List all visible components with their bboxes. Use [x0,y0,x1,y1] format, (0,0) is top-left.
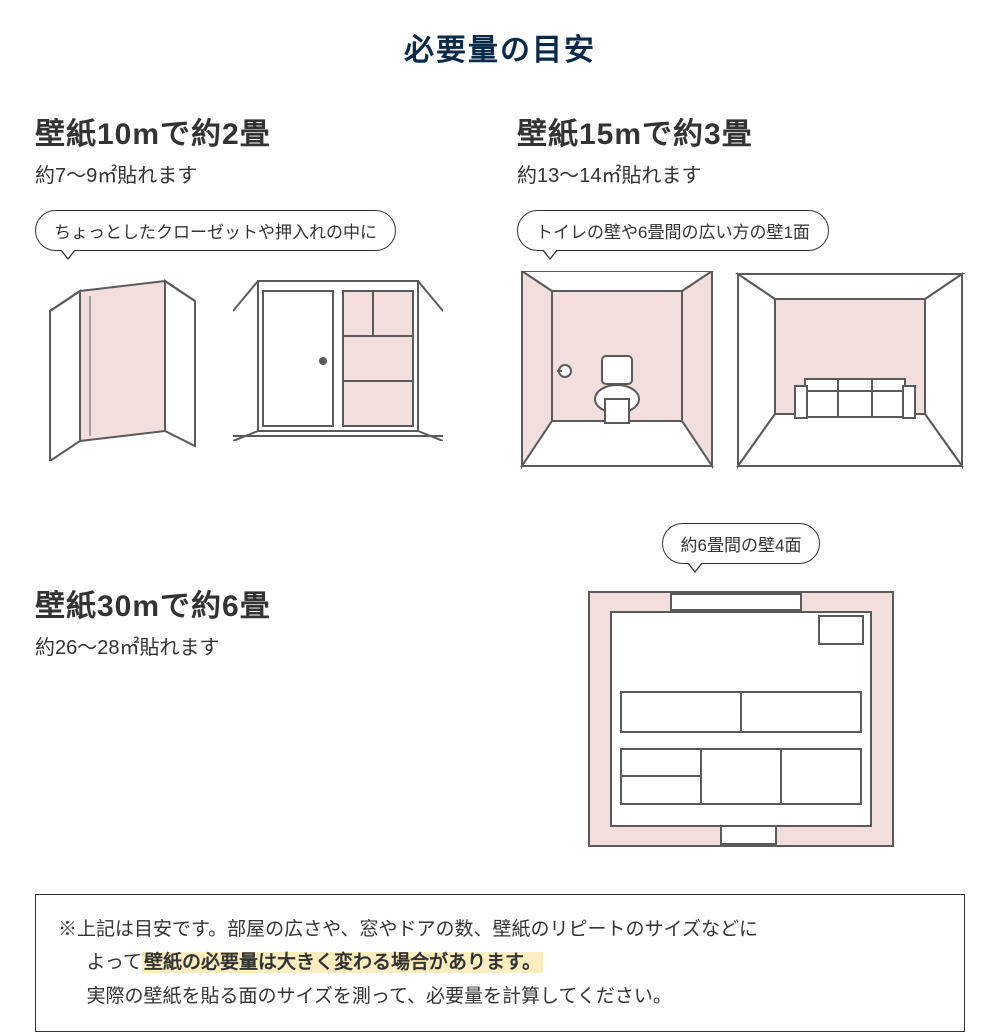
sub-15m: 約13〜14㎡貼れます [517,159,965,188]
room-accent-wall-illustration [735,271,965,471]
sections-grid: 壁紙10mで約2畳 約7〜9㎡貼れます ちょっとしたクローゼットや押入れの中に [35,109,965,854]
section-15m: 壁紙15mで約3畳 約13〜14㎡貼れます トイレの壁や6畳間の広い方の壁1面 [517,109,965,471]
page-title: 必要量の目安 [35,25,965,69]
closet-illustration [35,271,215,461]
sliding-door-illustration [233,271,443,441]
note-line1: ※上記は目安です。部屋の広さや、窓やドアの数、壁紙のリピートのサイズなどに [58,919,758,940]
section-30m: 壁紙30mで約6畳 約26〜28㎡貼れます [35,501,477,854]
sub-30m: 約26〜28㎡貼れます [35,631,477,660]
bubble-10m: ちょっとしたクローゼットや押入れの中に [35,210,396,251]
bubble-floorplan: 約6畳間の壁4面 [662,523,821,564]
section-floorplan: 約6畳間の壁4面 [517,501,965,854]
toilet-illustration [517,271,717,471]
heading-10m: 壁紙10mで約2畳 [35,109,477,153]
note-line3: 実際の壁紙を貼る面のサイズを測って、必要量を計算してください。 [58,980,942,1013]
note-highlight: 壁紙の必要量は大きく変わる場合があります。 [142,952,543,973]
note-line2-lead: よって [87,952,142,973]
section-10m: 壁紙10mで約2畳 約7〜9㎡貼れます ちょっとしたクローゼットや押入れの中に [35,109,477,471]
note-box: ※上記は目安です。部屋の広さや、窓やドアの数、壁紙のリピートのサイズなどに よっ… [35,894,965,1032]
heading-15m: 壁紙15mで約3畳 [517,109,965,153]
floorplan-illustration [581,584,901,854]
sub-10m: 約7〜9㎡貼れます [35,159,477,188]
bubble-15m: トイレの壁や6畳間の広い方の壁1面 [517,210,829,251]
heading-30m: 壁紙30mで約6畳 [35,581,477,625]
